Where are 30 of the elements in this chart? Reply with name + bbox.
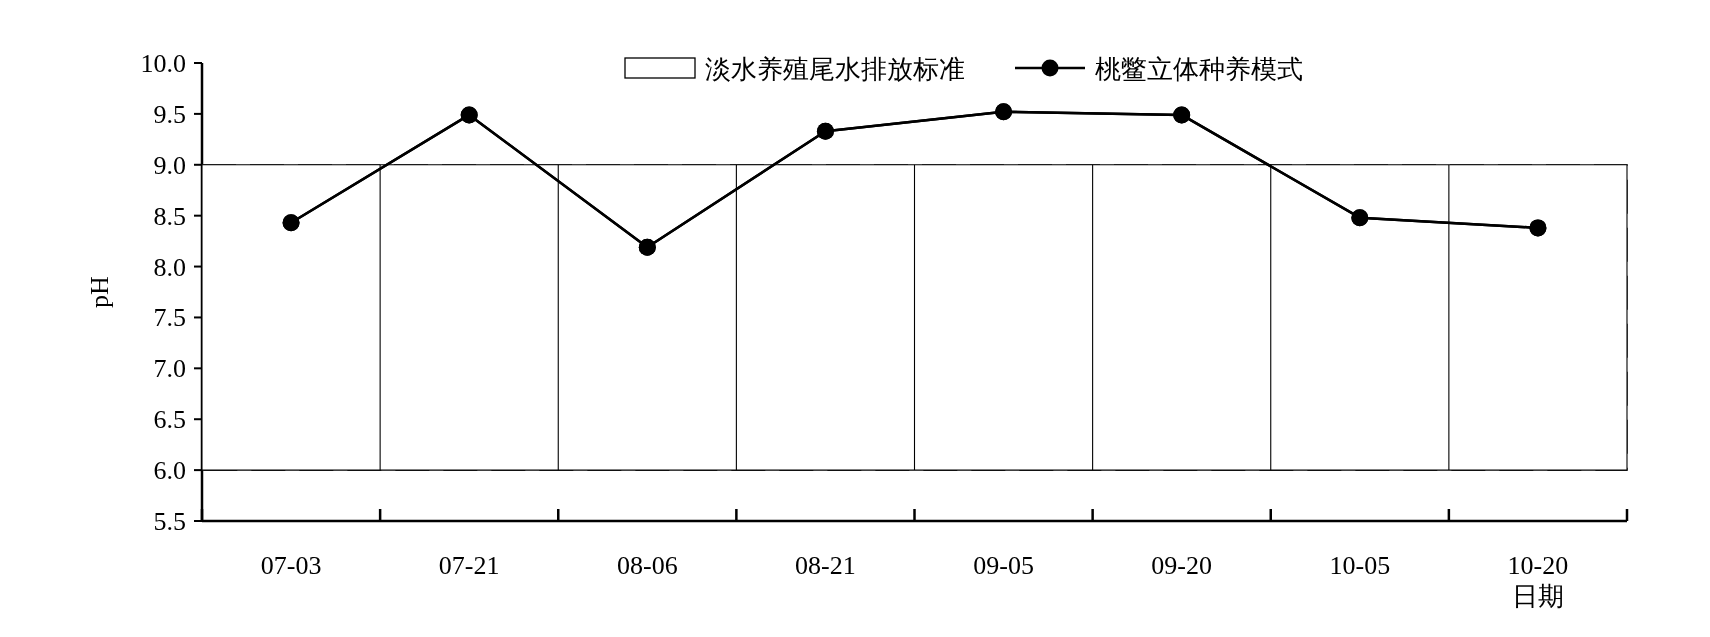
y-tick-label: 7.5	[153, 303, 186, 333]
point	[995, 103, 1013, 121]
x-tick-label: 09-05	[973, 551, 1034, 580]
x-tick-label: 09-20	[1151, 551, 1213, 580]
y-tick-label: 6.5	[153, 405, 186, 435]
y-tick-label: 7.0	[153, 354, 186, 384]
y-tick-label: 5.5	[153, 507, 186, 536]
y-tick-label: 10.0	[140, 49, 186, 78]
y-tick-label: 6.0	[153, 456, 186, 486]
x-tick-label: 08-06	[616, 551, 678, 580]
x-tick-label: 08-21	[795, 551, 856, 580]
x-tick-label: 10-05	[1329, 551, 1391, 580]
y-axis-title: pH	[85, 275, 114, 308]
x-tick-label: 07-03	[260, 551, 322, 580]
x-tick-label: 07-21	[438, 551, 500, 580]
point	[282, 214, 300, 232]
point	[1529, 219, 1547, 237]
point	[1351, 209, 1369, 227]
x-axis-title: 日期	[1511, 582, 1564, 611]
x-tick-label: 10-20	[1507, 551, 1569, 580]
point	[1173, 106, 1191, 124]
legend-label: 淡水养殖尾水排放标准	[705, 54, 965, 84]
y-tick-label: 9.5	[153, 99, 186, 129]
y-tick-label: 8.0	[153, 252, 186, 282]
legend-label: 桃鳖立体种养模式	[1095, 54, 1303, 84]
point	[460, 106, 478, 124]
y-tick-label: 9.0	[153, 150, 186, 180]
y-tick-label: 8.5	[153, 201, 186, 231]
point	[638, 238, 656, 256]
point	[816, 122, 834, 140]
